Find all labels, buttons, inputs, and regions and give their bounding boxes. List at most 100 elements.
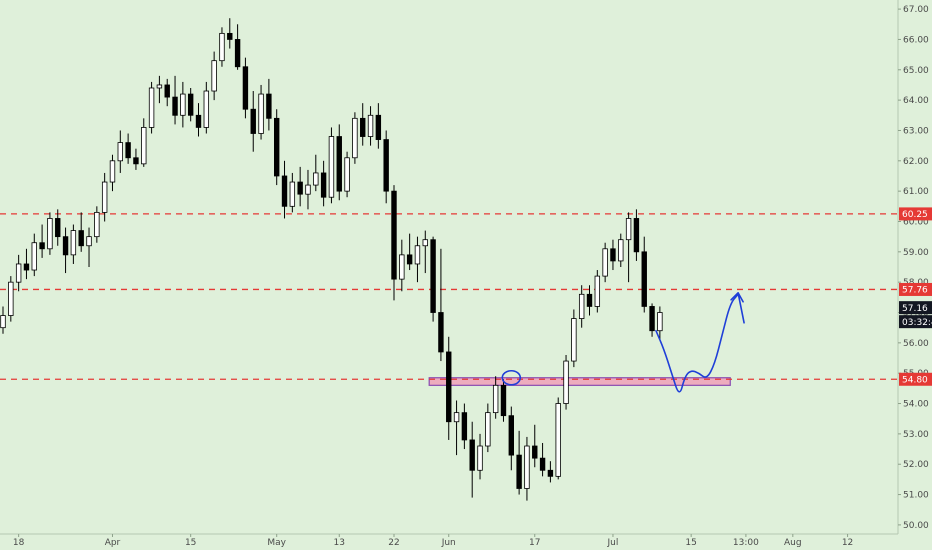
last-price-badge-bg xyxy=(899,301,932,315)
countdown-badge-bg xyxy=(899,315,932,329)
price-tick-label: 66.00 xyxy=(903,35,929,45)
level-badge-2-bg xyxy=(899,372,932,386)
time-tick-label: 18 xyxy=(13,538,25,548)
price-tick-label: 60.00 xyxy=(903,217,929,227)
candle-body xyxy=(258,93,264,134)
candle-body xyxy=(641,251,647,307)
candle-body xyxy=(305,184,311,195)
time-axis[interactable]: 18 Apr 15 May 13 22 Jun 17 Jul 15 13:00 Aug 12 xyxy=(13,534,853,548)
candle-body xyxy=(8,281,14,316)
price-tick-label: 64.00 xyxy=(903,96,929,106)
price-badges: 60.25 57.76 54.80 57.16 03:32:4 xyxy=(899,207,932,386)
last-price-badge: 57.16 xyxy=(902,304,928,314)
candle-body xyxy=(586,293,593,307)
price-tick-label: 54.00 xyxy=(903,400,929,410)
candle-body xyxy=(367,114,374,137)
time-tick-label: 17 xyxy=(529,538,540,548)
time-tick-label: 15 xyxy=(685,538,696,548)
price-tick-label: 59.00 xyxy=(903,248,929,258)
candle-body xyxy=(563,360,569,404)
candle-body xyxy=(594,275,601,307)
candle-body xyxy=(109,160,116,183)
candle-body xyxy=(383,139,389,192)
price-tick-label: 56.00 xyxy=(903,339,929,349)
candle-body xyxy=(187,93,194,116)
level-badge-1: 57.76 xyxy=(902,286,928,296)
candle-body xyxy=(352,117,358,159)
candle-body xyxy=(477,445,483,471)
candle-body xyxy=(375,114,382,140)
price-tick-label: 50.00 xyxy=(903,521,929,531)
candle-body xyxy=(23,263,30,271)
candle-body xyxy=(360,117,366,137)
candle-body xyxy=(469,439,475,471)
candle-body xyxy=(336,136,342,192)
candle-body xyxy=(414,245,421,265)
candle-body xyxy=(219,32,225,62)
price-tick-label: 67.00 xyxy=(903,5,929,15)
candle-body xyxy=(101,181,108,213)
price-tick-label: 61.00 xyxy=(903,187,929,197)
candle-body xyxy=(195,114,202,128)
time-tick-label: Jun xyxy=(441,538,456,548)
candle-body xyxy=(289,181,296,207)
candle-body xyxy=(610,248,616,262)
candle-body xyxy=(344,157,350,192)
candle-body xyxy=(234,39,241,68)
candle-body xyxy=(70,230,77,256)
candle-body xyxy=(547,469,554,477)
candle-body xyxy=(555,403,561,477)
candle-body xyxy=(266,93,272,119)
candle-body xyxy=(492,384,499,414)
candle-body xyxy=(117,142,123,162)
candlesticks xyxy=(0,18,663,501)
candle-body xyxy=(430,239,436,313)
candle-body xyxy=(62,236,69,256)
candle-body xyxy=(156,84,163,89)
candle-body xyxy=(485,412,491,447)
level-badge-1-bg xyxy=(899,282,932,296)
time-tick-label: 15 xyxy=(185,538,196,548)
horizontal-levels xyxy=(0,213,898,380)
candle-body xyxy=(55,218,61,238)
candle-body xyxy=(250,108,256,134)
candle-body xyxy=(578,293,585,319)
time-tick-label: 12 xyxy=(842,538,853,548)
candle-body xyxy=(0,315,6,329)
time-tick-label: 13:00 xyxy=(733,538,759,548)
candle-body xyxy=(313,172,319,186)
candle-body xyxy=(532,445,538,459)
candle-body xyxy=(78,230,84,247)
candle-body xyxy=(422,239,428,247)
candle-body xyxy=(438,312,444,353)
candle-body xyxy=(273,117,280,177)
time-tick-label: 22 xyxy=(388,538,399,548)
candle-body xyxy=(297,181,303,195)
candle-body xyxy=(524,445,530,489)
projection-path xyxy=(655,293,739,393)
hand-drawn-projection xyxy=(501,291,745,393)
candle-body xyxy=(39,242,45,250)
candle-body xyxy=(657,312,663,332)
price-tick-label: 51.00 xyxy=(903,491,929,501)
candle-body xyxy=(618,239,624,262)
time-tick-label: 13 xyxy=(334,538,345,548)
projection-arrowhead xyxy=(730,291,745,324)
candle-body xyxy=(242,66,249,110)
candle-body xyxy=(539,457,546,471)
candle-body xyxy=(328,136,335,198)
candle-body xyxy=(15,263,22,283)
candle-body xyxy=(31,242,37,271)
countdown-badge: 03:32:4 xyxy=(902,318,932,328)
level-badge-2: 54.80 xyxy=(902,375,928,385)
candle-body xyxy=(399,254,405,280)
price-tick-label: 53.00 xyxy=(903,430,929,440)
candle-body xyxy=(148,87,155,128)
candle-body xyxy=(227,32,233,40)
candle-body xyxy=(133,157,139,165)
candle-body xyxy=(500,384,507,417)
level-badge-0: 60.25 xyxy=(902,210,928,220)
candle-body xyxy=(649,306,655,332)
